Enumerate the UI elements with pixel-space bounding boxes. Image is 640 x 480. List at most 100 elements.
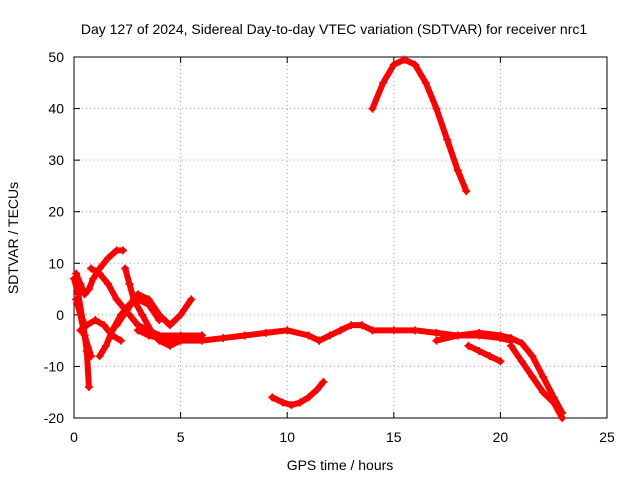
data-point <box>475 328 484 337</box>
data-point <box>315 336 324 345</box>
series-arc-10 <box>268 377 328 410</box>
data-point <box>144 331 153 340</box>
data-point <box>108 331 117 340</box>
data-point <box>507 341 516 350</box>
data-point <box>549 398 558 407</box>
y-axis-label: SDTVAR / TECUs <box>5 182 21 294</box>
y-tick-label: 40 <box>48 101 64 117</box>
data-point <box>125 279 134 288</box>
x-tick-label: 10 <box>279 429 295 445</box>
series-arc-13 <box>432 328 567 417</box>
x-tick-label: 20 <box>493 429 509 445</box>
x-tick-label: 5 <box>177 429 185 445</box>
data-point <box>76 326 85 335</box>
data-point <box>219 334 228 343</box>
y-tick-label: 50 <box>48 49 64 65</box>
data-point <box>287 401 296 410</box>
data-point <box>76 310 85 319</box>
data-point <box>558 414 567 422</box>
series-arc-9 <box>133 326 324 345</box>
series-arc-7 <box>76 316 125 345</box>
x-tick-label: 0 <box>70 429 78 445</box>
data-point <box>112 321 121 330</box>
data-point <box>133 290 142 299</box>
data-point <box>95 352 104 361</box>
data-point <box>507 334 516 343</box>
data-point <box>112 295 121 304</box>
series-line <box>88 265 205 339</box>
series-line <box>433 329 566 416</box>
data-point <box>319 377 328 386</box>
data-point <box>104 254 113 263</box>
data-point <box>357 321 366 330</box>
x-tick-label: 25 <box>599 429 615 445</box>
data-point <box>432 336 441 345</box>
y-tick-label: 10 <box>48 255 64 271</box>
data-point <box>432 104 441 113</box>
series-arc-12 <box>368 55 471 196</box>
data-point <box>99 321 108 330</box>
data-point <box>101 341 110 350</box>
data-point <box>453 331 462 340</box>
data-point <box>368 104 377 113</box>
data-point <box>325 331 334 340</box>
data-point <box>496 357 505 366</box>
data-point <box>539 388 548 397</box>
data-point <box>197 336 206 345</box>
data-point <box>485 352 494 361</box>
data-point <box>155 334 164 343</box>
series-line <box>113 291 195 329</box>
data-point <box>496 331 505 340</box>
x-tick-label: 15 <box>386 429 402 445</box>
chart-title: Day 127 of 2024, Sidereal Day-to-day VTE… <box>81 21 587 37</box>
data-point <box>283 326 292 335</box>
series-arc-1 <box>72 246 128 299</box>
y-tick-label: 20 <box>48 204 64 220</box>
data-point <box>72 295 81 304</box>
y-tick-label: 30 <box>48 152 64 168</box>
data-point <box>432 328 441 337</box>
data-point <box>304 393 313 402</box>
data-point <box>84 285 93 294</box>
y-tick-label: -20 <box>44 410 64 426</box>
data-point <box>453 166 462 175</box>
data-point <box>240 331 249 340</box>
data-point <box>121 264 130 273</box>
data-point <box>304 331 313 340</box>
data-point <box>80 331 89 340</box>
data-point <box>91 316 100 325</box>
series-line <box>465 342 504 365</box>
data-point <box>89 274 98 283</box>
data-point <box>313 385 322 394</box>
data-point <box>70 274 78 283</box>
data-point <box>411 60 420 69</box>
data-point <box>379 78 388 87</box>
data-point <box>87 352 96 361</box>
data-point <box>278 398 287 407</box>
data-point <box>72 269 81 278</box>
data-point <box>119 246 128 255</box>
data-point <box>176 336 185 345</box>
data-point <box>389 326 398 335</box>
data-point <box>165 341 174 350</box>
data-point <box>347 321 356 330</box>
data-point <box>517 357 526 366</box>
series-line <box>269 378 327 409</box>
data-point <box>74 290 83 299</box>
data-point <box>528 372 537 381</box>
data-point <box>368 326 377 335</box>
data-point <box>295 398 304 407</box>
series-arc-8 <box>112 290 196 330</box>
data-point <box>155 310 164 319</box>
series-line <box>369 56 470 195</box>
data-point <box>443 135 452 144</box>
y-tick-label: -10 <box>44 358 64 374</box>
data-point <box>336 326 345 335</box>
axis-ticks: 0 5 10 15 20 25 -20 -10 0 10 20 30 40 50 <box>44 49 615 445</box>
data-point <box>104 279 113 288</box>
plot-frame <box>73 56 608 419</box>
data-point <box>82 321 91 330</box>
data-point <box>261 328 270 337</box>
data-point <box>411 326 420 335</box>
